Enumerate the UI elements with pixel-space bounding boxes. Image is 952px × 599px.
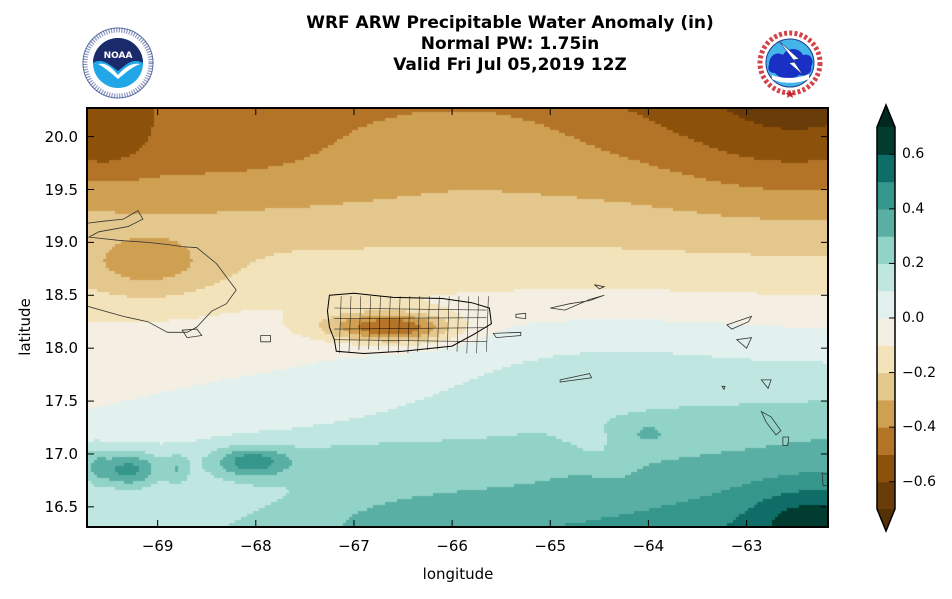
coastline-st-kitts	[760, 410, 782, 436]
pr-municipio-boundary	[437, 296, 440, 350]
y-tick-label: 17.5	[44, 392, 78, 411]
pr-municipio-boundary	[378, 296, 381, 351]
x-tick-label: −65	[534, 537, 567, 555]
coastline-saba	[721, 385, 726, 391]
colorbar-outline	[876, 103, 896, 533]
y-tick-label: 19.0	[44, 233, 78, 252]
colorbar-bin	[877, 345, 895, 374]
colorbar-bin	[877, 399, 895, 428]
nws-logo-icon	[756, 29, 824, 98]
pr-municipio-boundary	[446, 296, 450, 351]
pr-municipio-boundary	[427, 296, 430, 351]
pr-municipio-boundary	[486, 296, 489, 352]
pr-municipio-boundary	[388, 296, 391, 352]
colorbar-bin	[877, 127, 895, 155]
x-tick-label: −67	[338, 537, 370, 555]
colorbar-tick-label: −0.4	[902, 419, 936, 436]
colorbar-bin	[877, 290, 895, 319]
colorbar-bin	[877, 454, 895, 483]
pr-municipio-boundary	[334, 339, 487, 342]
x-tick-label: −64	[632, 537, 665, 555]
pr-municipio-boundary	[358, 296, 362, 351]
colorbar-tick-label: −0.6	[902, 473, 936, 490]
coastline-hispaniola-north-coast	[88, 210, 237, 333]
pr-municipio-boundary	[334, 327, 487, 330]
coastline-barbuda	[760, 379, 772, 390]
y-tick-label: 18.0	[44, 339, 78, 358]
colorbar-bin	[877, 427, 895, 456]
colorbar-bin	[877, 318, 895, 346]
colorbar-tick-label: 0.4	[902, 200, 925, 217]
chart-title-block: WRF ARW Precipitable Water Anomaly (in) …	[160, 13, 860, 76]
pr-municipio-boundary	[334, 317, 487, 319]
noaa-logo-text: NOAA	[104, 51, 133, 61]
y-tick-label: 17.0	[44, 444, 78, 463]
x-tick-label: −66	[436, 537, 468, 555]
y-tick-label: 16.5	[44, 497, 78, 516]
colorbar-bin	[877, 236, 895, 265]
colorbar-bin	[877, 372, 895, 401]
colorbar	[876, 103, 896, 533]
map-plot-area[interactable]	[86, 107, 829, 528]
pr-municipio-boundary	[397, 296, 401, 354]
x-tick-label: −68	[239, 537, 272, 555]
chart-subtitle-valid-time: Valid Fri Jul 05,2019 12Z	[393, 55, 627, 75]
colorbar-tick-label: −0.2	[902, 364, 936, 381]
pr-municipio-boundary	[417, 296, 420, 352]
coastline-hispaniola-south-islet	[181, 328, 203, 339]
colorbar-tick-label: 0.2	[902, 255, 925, 272]
pr-municipio-boundary	[456, 296, 460, 352]
chart-title: WRF ARW Precipitable Water Anomaly (in)	[306, 13, 714, 33]
colorbar-bin	[877, 154, 895, 183]
pr-municipio-boundary	[338, 296, 342, 354]
x-axis-label: longitude	[422, 565, 494, 583]
coastline-mona-island	[260, 335, 271, 343]
colorbar-bin	[877, 181, 895, 210]
colorbar-tick-label: 0.6	[902, 146, 925, 163]
coastline-st-croix	[559, 373, 593, 383]
colorbar-tick-label: 0.0	[902, 310, 925, 326]
pw-anomaly-filled-contours	[88, 109, 827, 526]
coastline-overlay	[88, 210, 827, 487]
coastline-st-barts	[735, 337, 753, 349]
pr-municipio-boundary	[466, 296, 470, 354]
colorbar-over-extension	[877, 105, 895, 127]
colorbar-bin	[877, 481, 895, 510]
coastline-sombrero	[594, 284, 606, 290]
pr-municipio-boundary	[334, 307, 487, 311]
x-tick-label: −69	[141, 537, 174, 555]
pr-municipio-boundary	[476, 296, 479, 354]
noaa-logo-icon: NOAA	[82, 27, 154, 99]
coastline-vieques	[492, 331, 522, 339]
colorbar-bin	[877, 208, 895, 237]
coastline-montserrat	[821, 472, 827, 487]
coastline-puerto-rico	[326, 292, 492, 355]
pr-municipio-boundary	[368, 296, 371, 350]
y-tick-label: 19.5	[44, 180, 78, 199]
y-tick-label: 20.0	[44, 127, 78, 146]
y-axis-label: latitude	[16, 298, 34, 356]
chart-subtitle-normal-pw: Normal PW: 1.75in	[420, 34, 600, 54]
pr-municipio-boundary	[407, 296, 411, 354]
coastline-culebra	[515, 312, 527, 320]
coastline-virgin-islands	[550, 294, 605, 311]
x-tick-label: −63	[730, 537, 763, 555]
colorbar-bin	[877, 263, 895, 292]
coastline-nevis	[782, 436, 790, 446]
y-tick-label: 18.5	[44, 286, 78, 305]
colorbar-under-extension	[877, 509, 895, 531]
coastline-anguilla-st-martin	[726, 315, 753, 330]
pr-municipio-boundary	[348, 296, 352, 352]
